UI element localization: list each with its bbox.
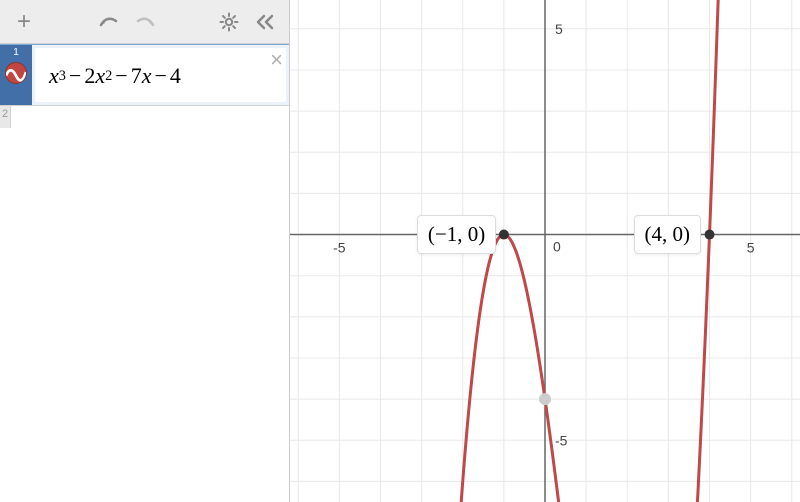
sidebar-toolbar: + (0, 0, 289, 44)
svg-text:5: 5 (555, 21, 563, 37)
graph-canvas[interactable]: -5 5 -5 5 0 (−1, 0) (4, 0) (290, 0, 800, 502)
expression-input[interactable]: x3 − 2x2 − 7x − 4 (35, 48, 286, 102)
expression-sidebar: + 1 x3 − 2x2 − (0, 0, 290, 502)
expression-row-empty[interactable]: 2 (0, 106, 289, 128)
expression-index: 2 (0, 106, 11, 128)
expression-color-icon[interactable] (5, 62, 27, 84)
delete-expression-button[interactable]: × (270, 49, 283, 71)
add-expression-button[interactable]: + (8, 6, 40, 38)
expression-row[interactable]: 1 x3 − 2x2 − 7x − 4 × (0, 44, 289, 106)
expression-list: 1 x3 − 2x2 − 7x − 4 × 2 (0, 44, 289, 502)
svg-text:-5: -5 (333, 240, 346, 256)
expression-index: 1 (0, 45, 32, 105)
point-label: (−1, 0) (417, 215, 496, 254)
expression-number: 1 (13, 47, 19, 58)
svg-text:5: 5 (747, 240, 755, 256)
collapse-sidebar-button[interactable] (249, 6, 281, 38)
redo-button[interactable] (129, 6, 161, 38)
expression-number: 2 (2, 108, 8, 120)
svg-text:0: 0 (553, 239, 561, 255)
undo-button[interactable] (93, 6, 125, 38)
point-label: (4, 0) (634, 215, 702, 254)
settings-button[interactable] (213, 6, 245, 38)
graph-svg: -5 5 -5 5 0 (290, 0, 800, 502)
svg-text:-5: -5 (555, 432, 568, 448)
